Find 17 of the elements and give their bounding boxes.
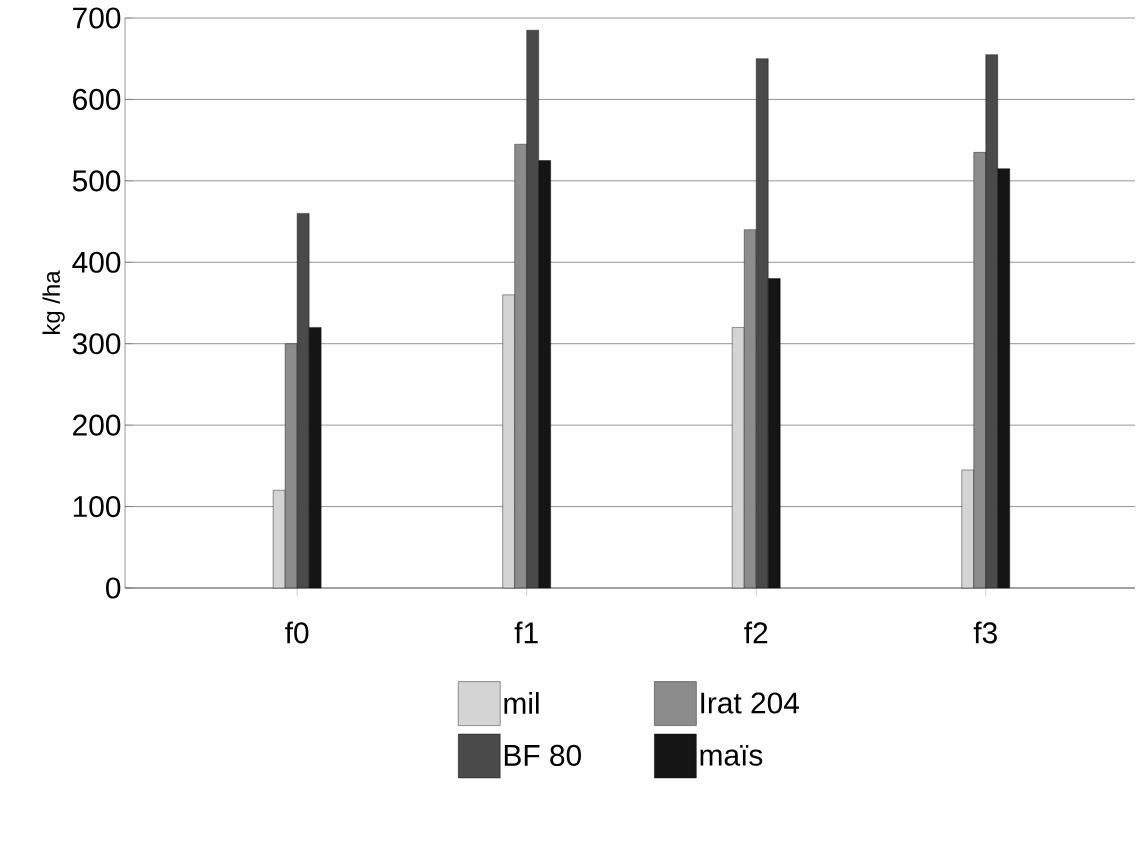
y-tick-label: 100 <box>73 495 121 518</box>
y-tick-label: 700 <box>73 7 121 29</box>
x-tick-label: f0 <box>285 621 309 644</box>
legend-label: Irat 204 <box>701 692 800 714</box>
y-tick-label: 0 <box>106 577 121 599</box>
y-tick-label: 300 <box>72 333 121 355</box>
legend-label: maïs <box>700 745 763 766</box>
x-tick-label: f1 <box>514 621 538 644</box>
x-tick-label: f3 <box>973 621 997 644</box>
legend-label: mil <box>504 692 539 714</box>
x-tick-label: f2 <box>744 621 768 644</box>
y-axis-title: kg /ha <box>42 270 65 334</box>
y-tick-label: 400 <box>72 251 121 273</box>
y-tick-label: 500 <box>72 170 121 192</box>
y-tick-label: 600 <box>73 88 121 111</box>
y-tick-label: 200 <box>73 414 121 436</box>
legend-label: BF 80 <box>504 744 581 766</box>
